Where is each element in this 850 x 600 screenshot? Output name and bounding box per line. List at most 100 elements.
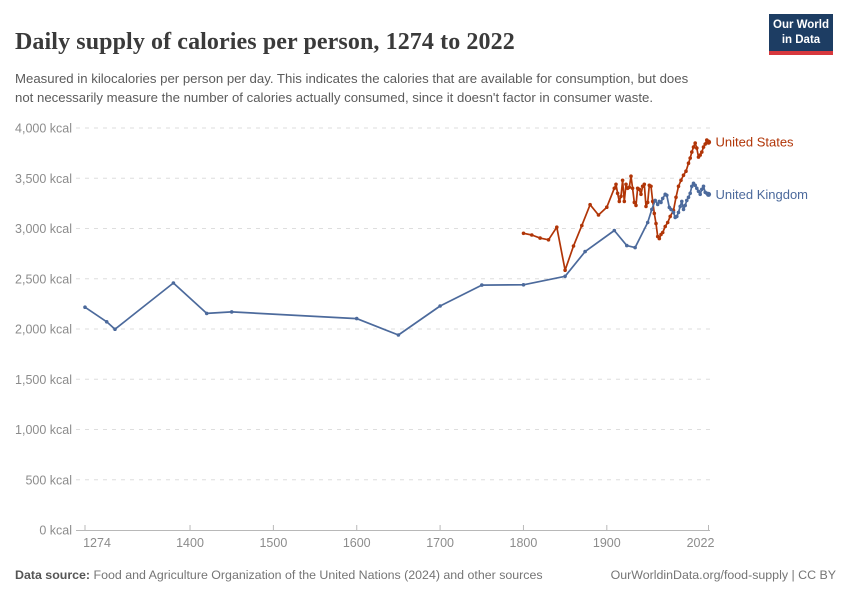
- series-point-united-states[interactable]: [668, 214, 672, 219]
- series-point-united-states[interactable]: [700, 150, 704, 154]
- series-point-united-kingdom[interactable]: [660, 196, 665, 201]
- series-point-united-states[interactable]: [657, 236, 662, 241]
- series-point-united-kingdom[interactable]: [171, 281, 176, 285]
- owid-logo[interactable]: Our World in Data: [769, 14, 833, 55]
- series-point-united-states[interactable]: [663, 224, 667, 229]
- series-point-united-states[interactable]: [605, 205, 609, 209]
- series-point-united-kingdom[interactable]: [669, 207, 673, 212]
- series-point-united-kingdom[interactable]: [681, 207, 686, 212]
- series-point-united-states[interactable]: [676, 184, 681, 189]
- series-point-united-kingdom[interactable]: [625, 243, 629, 248]
- series-point-united-states[interactable]: [703, 142, 707, 146]
- series-point-united-states[interactable]: [619, 194, 623, 199]
- series-point-united-kingdom[interactable]: [695, 186, 699, 191]
- series-line-united-kingdom[interactable]: [84, 182, 710, 336]
- series-point-united-states[interactable]: [637, 187, 642, 192]
- series-point-united-kingdom[interactable]: [683, 203, 687, 208]
- series-point-united-states[interactable]: [665, 220, 670, 225]
- series-point-united-states[interactable]: [634, 203, 638, 208]
- series-point-united-states[interactable]: [660, 230, 665, 235]
- series-point-united-kingdom[interactable]: [686, 195, 691, 200]
- series-point-united-states[interactable]: [681, 173, 686, 177]
- owid-url-link[interactable]: OurWorldinData.org/food-supply | CC BY: [610, 568, 836, 582]
- series-point-united-kingdom[interactable]: [438, 304, 442, 308]
- series-point-united-states[interactable]: [695, 146, 699, 150]
- series-point-united-states[interactable]: [538, 236, 542, 240]
- series-point-united-kingdom[interactable]: [675, 214, 679, 219]
- series-point-united-states[interactable]: [644, 204, 648, 209]
- series-point-united-states[interactable]: [580, 223, 584, 228]
- series-point-united-states[interactable]: [679, 178, 683, 183]
- series-point-united-kingdom[interactable]: [688, 191, 692, 196]
- series-point-united-kingdom[interactable]: [521, 283, 526, 287]
- series-point-united-kingdom[interactable]: [612, 228, 617, 233]
- series-point-united-kingdom[interactable]: [113, 327, 117, 332]
- series-point-united-kingdom[interactable]: [671, 210, 676, 215]
- series-point-united-kingdom[interactable]: [104, 320, 109, 324]
- series-point-united-kingdom[interactable]: [678, 204, 682, 209]
- series-point-united-kingdom[interactable]: [680, 199, 684, 204]
- series-point-united-states[interactable]: [701, 145, 706, 149]
- series-point-united-states[interactable]: [691, 145, 696, 149]
- series-point-united-states[interactable]: [645, 200, 650, 205]
- series-point-united-kingdom[interactable]: [698, 192, 702, 197]
- series-point-united-states[interactable]: [684, 169, 688, 173]
- series-point-united-kingdom[interactable]: [665, 193, 669, 198]
- series-point-united-states[interactable]: [630, 186, 635, 191]
- series-point-united-states[interactable]: [521, 231, 526, 236]
- series-point-united-kingdom[interactable]: [696, 189, 701, 194]
- x-tick-label: 1400: [176, 536, 204, 550]
- series-point-united-kingdom[interactable]: [396, 333, 401, 337]
- series-point-united-states[interactable]: [654, 221, 658, 226]
- series-point-united-states[interactable]: [649, 184, 653, 189]
- series-point-united-states[interactable]: [555, 225, 559, 229]
- series-point-united-kingdom[interactable]: [655, 202, 660, 207]
- series-point-united-states[interactable]: [622, 199, 627, 204]
- series-point-united-kingdom[interactable]: [563, 274, 567, 279]
- series-point-united-states[interactable]: [620, 178, 625, 183]
- series-point-united-states[interactable]: [612, 186, 617, 191]
- series-point-united-kingdom[interactable]: [700, 187, 704, 192]
- series-point-united-states[interactable]: [614, 182, 618, 187]
- series-point-united-states[interactable]: [530, 233, 534, 237]
- series-point-united-states[interactable]: [615, 191, 620, 196]
- series-point-united-states[interactable]: [596, 213, 601, 217]
- series-point-united-kingdom[interactable]: [653, 198, 657, 203]
- series-point-united-kingdom[interactable]: [690, 184, 694, 189]
- series-point-united-kingdom[interactable]: [633, 245, 637, 250]
- series-point-united-states[interactable]: [686, 161, 691, 165]
- series-point-united-states[interactable]: [639, 192, 643, 197]
- series-point-united-kingdom[interactable]: [204, 311, 209, 316]
- series-point-united-kingdom[interactable]: [229, 310, 234, 314]
- series-point-united-kingdom[interactable]: [645, 220, 650, 225]
- series-point-united-states[interactable]: [698, 153, 702, 157]
- series-point-united-states[interactable]: [629, 174, 633, 178]
- series-point-united-kingdom[interactable]: [701, 184, 706, 189]
- series-point-united-states[interactable]: [688, 156, 692, 160]
- series-point-united-states[interactable]: [632, 200, 637, 205]
- series-point-united-states[interactable]: [617, 199, 622, 204]
- series-point-united-kingdom[interactable]: [676, 210, 681, 215]
- series-point-united-kingdom[interactable]: [480, 283, 484, 287]
- series-point-united-states[interactable]: [705, 139, 712, 145]
- series-point-united-states[interactable]: [690, 150, 694, 154]
- series-point-united-kingdom[interactable]: [693, 183, 697, 188]
- series-point-united-kingdom[interactable]: [583, 249, 587, 254]
- series-point-united-kingdom[interactable]: [705, 191, 712, 197]
- series-point-united-kingdom[interactable]: [685, 198, 689, 203]
- series-point-united-states[interactable]: [588, 202, 592, 207]
- series-point-united-states[interactable]: [627, 185, 632, 190]
- series-point-united-kingdom[interactable]: [659, 200, 663, 205]
- series-point-united-states[interactable]: [693, 141, 697, 145]
- series-point-united-kingdom[interactable]: [650, 207, 654, 212]
- series-point-united-kingdom[interactable]: [83, 305, 87, 310]
- series-point-united-states[interactable]: [546, 238, 551, 242]
- series-point-united-states[interactable]: [674, 195, 678, 200]
- series-point-united-states[interactable]: [642, 182, 647, 187]
- series-point-united-states[interactable]: [571, 244, 576, 248]
- series-point-united-kingdom[interactable]: [354, 316, 359, 321]
- series-point-united-states[interactable]: [624, 182, 628, 187]
- series-point-united-states[interactable]: [652, 211, 657, 216]
- series-point-united-states[interactable]: [563, 268, 567, 273]
